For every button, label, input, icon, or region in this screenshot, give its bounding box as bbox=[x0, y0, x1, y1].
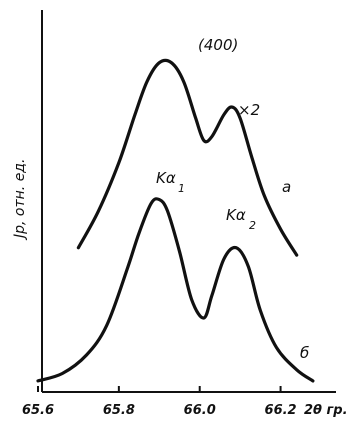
x-tick-label: 66.2 bbox=[265, 403, 297, 418]
x-tick-label: 66.0 bbox=[184, 403, 216, 418]
x-tick-labels: 65.6 65.8 66.0 66.2 bbox=[22, 403, 297, 418]
x-ticks bbox=[37, 386, 282, 392]
x-tick-label: 65.8 bbox=[103, 403, 135, 418]
peak-label-ka1: Kα 1 bbox=[156, 169, 185, 195]
series-line-a bbox=[76, 58, 299, 257]
ka1-label: Kα bbox=[156, 169, 176, 187]
ka2-label: Kα bbox=[226, 206, 246, 224]
x-axis-label: 2θ гр. bbox=[304, 403, 348, 418]
ka2-sub: 2 bbox=[249, 219, 256, 232]
curves bbox=[36, 58, 315, 383]
curve-b-label: б bbox=[300, 344, 309, 362]
y-axis-label: Jp, отн. ед. bbox=[12, 159, 28, 241]
chart-title: (400) bbox=[198, 36, 238, 54]
series-line-b bbox=[36, 197, 315, 383]
ka1-sub: 1 bbox=[178, 182, 185, 195]
curve-a-label: а bbox=[282, 178, 291, 196]
x-tick-label: 65.6 bbox=[22, 403, 54, 418]
peak-label-ka2: Kα 2 bbox=[226, 206, 256, 232]
scale-label: ×2 bbox=[238, 101, 260, 119]
